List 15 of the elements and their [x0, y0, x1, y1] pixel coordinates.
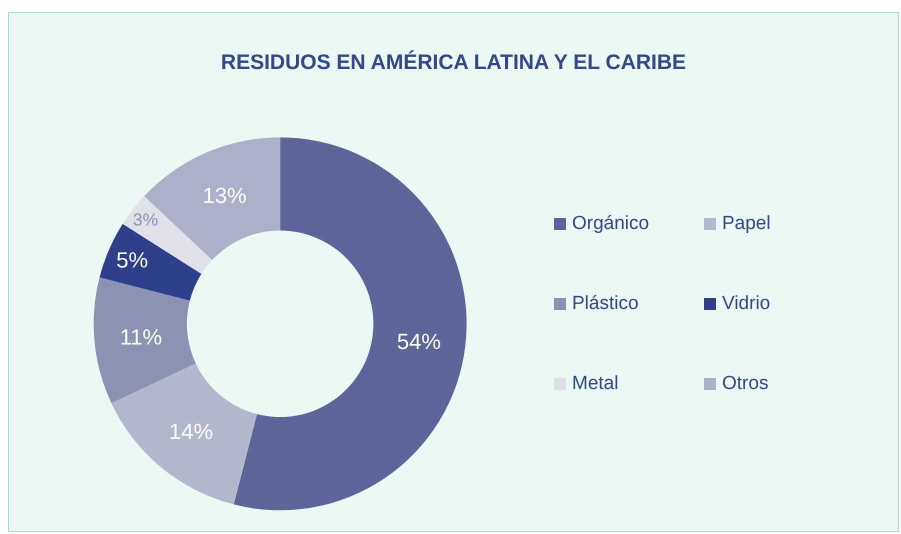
chart-title: RESIDUOS EN AMÉRICA LATINA Y EL CARIBE	[220, 50, 686, 74]
legend-label: Orgánico	[572, 213, 650, 235]
data-label: 11%	[120, 324, 162, 350]
legend-label: Otros	[722, 373, 768, 395]
data-label: 54%	[396, 328, 441, 354]
donut-slice	[111, 364, 257, 504]
data-label: 3%	[132, 209, 158, 230]
donut-slice	[94, 277, 196, 404]
data-label: 14%	[168, 419, 214, 444]
data-label: 5%	[116, 247, 148, 272]
legend-label: Plástico	[572, 293, 639, 315]
legend-label: Vidrio	[722, 293, 770, 315]
data-label: 13%	[202, 182, 247, 208]
legend-label: Metal	[572, 373, 618, 395]
legend-label: Papel	[722, 213, 771, 235]
